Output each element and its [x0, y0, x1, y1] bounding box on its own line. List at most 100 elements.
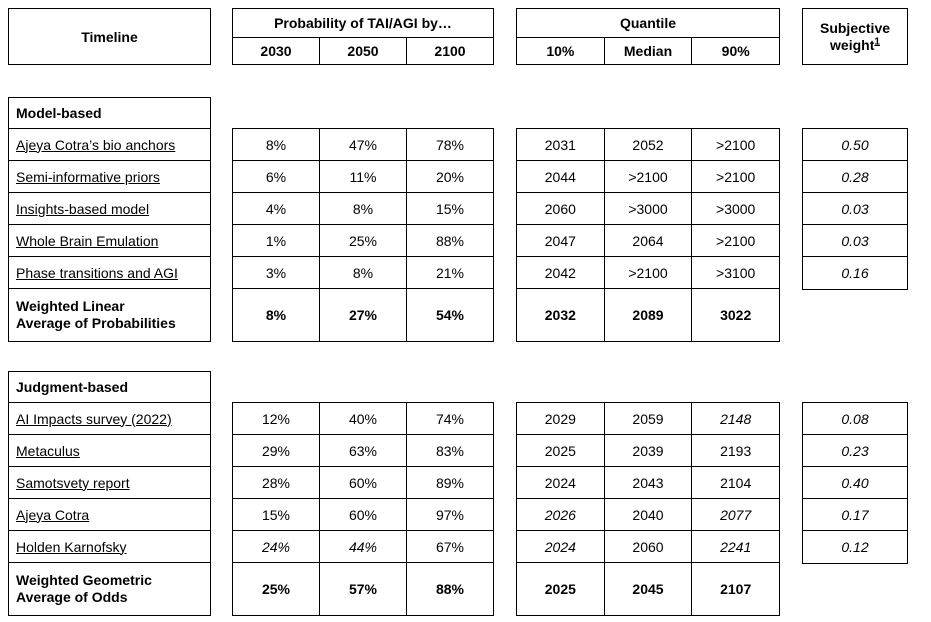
quantile-90: 2148 — [720, 410, 752, 427]
prob-2030: 28% — [233, 467, 320, 498]
prob-2050-total: 27% — [320, 289, 407, 341]
table-row: Holden Karnofsky — [9, 531, 210, 563]
table-row: Ajeya Cotra’s bio anchors — [9, 129, 210, 161]
judgment-quantile-table: 2029 2059 2148 2025 2039 2193 2024 2043 … — [516, 402, 780, 616]
model-timeline-table: Model-based Ajeya Cotra’s bio anchors Se… — [8, 97, 211, 342]
table-row: 29% 63% 83% — [233, 435, 493, 467]
table-row: 0.23 — [803, 435, 907, 467]
probability-header-group: Probability of TAI/AGI by… 2030 2050 210… — [232, 8, 494, 65]
column-header-10pct: 10% — [517, 38, 605, 64]
quantile-median-total: 2045 — [605, 563, 693, 615]
table-row: 2026 2040 2077 — [517, 499, 779, 531]
prob-2030: 12% — [233, 403, 320, 434]
table-row: 0.17 — [803, 499, 907, 531]
subjective-weight: 0.16 — [841, 265, 869, 281]
table-row: 2029 2059 2148 — [517, 403, 779, 435]
table-row: 2060 >3000 >3000 — [517, 193, 779, 225]
judgment-timeline-table: Judgment-based AI Impacts survey (2022) … — [8, 371, 211, 616]
table-row: 1% 25% 88% — [233, 225, 493, 257]
quantile-median: >3000 — [605, 193, 693, 224]
prob-2100: 21% — [435, 264, 465, 281]
row-link-insights-based-model[interactable]: Insights-based model — [16, 200, 150, 217]
row-link-whole-brain-emulation[interactable]: Whole Brain Emulation — [16, 232, 159, 249]
table-row: Insights-based model — [9, 193, 210, 225]
subjective-weight: 0.40 — [841, 474, 869, 491]
quantile-90: 2241 — [720, 538, 752, 555]
quantile-10: 2031 — [517, 129, 605, 160]
prob-2050: 44% — [320, 531, 407, 562]
quantile-90: >3000 — [716, 200, 756, 217]
prob-2050: 60% — [320, 467, 407, 498]
table-row: 2044 >2100 >2100 — [517, 161, 779, 193]
footnote-1-link[interactable]: 1 — [874, 35, 880, 47]
quantile-90-total: 2107 — [720, 581, 752, 597]
table-row: 0.03 — [803, 225, 907, 257]
table-row: Ajeya Cotra — [9, 499, 210, 531]
table-row: 2024 2043 2104 — [517, 467, 779, 499]
prob-2050: 47% — [320, 129, 407, 160]
quantile-median: 2043 — [605, 467, 693, 498]
table-row: 15% 60% 97% — [233, 499, 493, 531]
judgment-weight-table: 0.08 0.23 0.40 0.17 0.12 — [802, 402, 908, 564]
table-row: 0.50 — [803, 129, 907, 161]
prob-2050: 8% — [320, 257, 407, 288]
subjective-weight: 0.03 — [841, 232, 869, 249]
row-link-metaculus[interactable]: Metaculus — [16, 442, 80, 459]
row-link-ajeya-cotra[interactable]: Ajeya Cotra — [16, 506, 90, 523]
row-link-phase-transitions[interactable]: Phase transitions and AGI — [16, 264, 178, 281]
quantile-10-total: 2025 — [517, 563, 605, 615]
prob-2030: 24% — [233, 531, 320, 562]
table-row: AI Impacts survey (2022) — [9, 403, 210, 435]
quantile-90: >2100 — [716, 168, 756, 185]
prob-2030: 15% — [233, 499, 320, 530]
row-link-semi-informative-priors[interactable]: Semi-informative priors — [16, 168, 160, 185]
quantile-median: >2100 — [605, 161, 693, 192]
prob-2100: 89% — [435, 474, 465, 491]
quantile-header-group: Quantile 10% Median 90% — [516, 8, 780, 65]
quantile-median: 2052 — [605, 129, 693, 160]
subjective-weight: 0.12 — [841, 539, 869, 555]
table-row: 24% 44% 67% — [233, 531, 493, 563]
subjective-weight: 0.50 — [841, 136, 869, 153]
table-row: 0.40 — [803, 467, 907, 499]
quantile-10: 2044 — [517, 161, 605, 192]
table-row: 0.16 — [803, 257, 907, 289]
table-row-total: 25% 57% 88% — [233, 563, 493, 615]
row-link-samotsvety-report[interactable]: Samotsvety report — [16, 474, 130, 491]
section-header-model-based: Model-based — [16, 105, 102, 121]
column-header-2100: 2100 — [434, 43, 466, 59]
quantile-median: >2100 — [605, 257, 693, 288]
quantile-10: 2029 — [517, 403, 605, 434]
prob-2050: 63% — [320, 435, 407, 466]
quantile-median: 2060 — [605, 531, 693, 562]
subjective-weight: 0.17 — [841, 506, 869, 523]
table-row: 28% 60% 89% — [233, 467, 493, 499]
quantile-10: 2025 — [517, 435, 605, 466]
quantile-median: 2064 — [605, 225, 693, 256]
subjective-weight-header-box: Subjective weight1 — [802, 8, 908, 65]
subjective-weight: 0.23 — [841, 442, 869, 459]
table-row: Metaculus — [9, 435, 210, 467]
table-row: Phase transitions and AGI — [9, 257, 210, 289]
row-link-ai-impacts-survey[interactable]: AI Impacts survey (2022) — [16, 410, 172, 427]
quantile-90: 2193 — [720, 442, 752, 459]
row-link-bio-anchors[interactable]: Ajeya Cotra’s bio anchors — [16, 136, 176, 153]
column-header-median: Median — [605, 38, 693, 64]
quantile-90: 2077 — [720, 506, 752, 523]
column-header-2050: 2050 — [320, 38, 407, 64]
table-row: Samotsvety report — [9, 467, 210, 499]
quantile-columns: 10% Median 90% — [517, 38, 779, 64]
prob-2030: 6% — [233, 161, 320, 192]
prob-2100: 20% — [435, 168, 465, 185]
timeline-header-box: Timeline — [8, 8, 211, 65]
table-row: 6% 11% 20% — [233, 161, 493, 193]
subjective-weight: 0.28 — [841, 168, 869, 185]
prob-2100-total: 88% — [435, 581, 465, 597]
judgment-probability-table: 12% 40% 74% 29% 63% 83% 28% 60% 89% 15% … — [232, 402, 494, 616]
row-link-holden-karnofsky[interactable]: Holden Karnofsky — [16, 538, 127, 555]
prob-2030-total: 25% — [233, 563, 320, 615]
prob-2100: 15% — [435, 200, 465, 217]
table-row: 12% 40% 74% — [233, 403, 493, 435]
quantile-90: 2104 — [720, 474, 752, 491]
